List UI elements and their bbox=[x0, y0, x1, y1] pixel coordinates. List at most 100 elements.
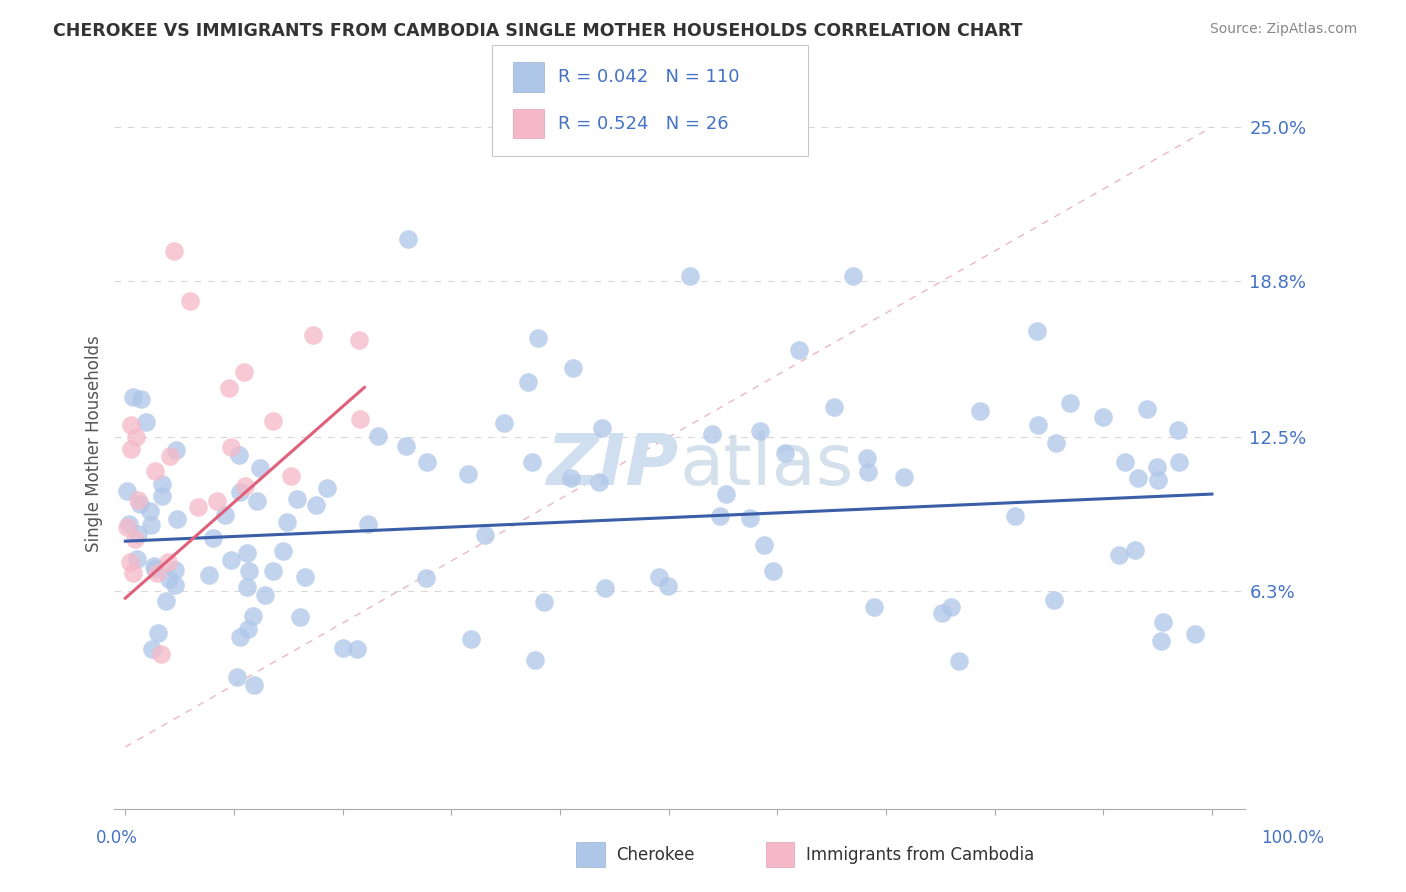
Point bbox=[749, 424, 772, 438]
Point bbox=[941, 600, 963, 615]
Point bbox=[415, 455, 437, 469]
Point bbox=[228, 448, 250, 462]
Point bbox=[229, 485, 252, 500]
Point bbox=[262, 564, 284, 578]
Point bbox=[823, 400, 845, 414]
Text: 100.0%: 100.0% bbox=[1261, 829, 1324, 847]
Point bbox=[253, 588, 276, 602]
Point bbox=[214, 508, 236, 522]
Point bbox=[863, 600, 886, 615]
Point bbox=[129, 392, 152, 407]
Point bbox=[115, 484, 138, 499]
Point bbox=[150, 648, 173, 662]
Point bbox=[285, 491, 308, 506]
Point bbox=[201, 531, 224, 545]
Point bbox=[157, 573, 180, 587]
Point bbox=[316, 481, 339, 495]
Point bbox=[238, 565, 260, 579]
Point bbox=[235, 479, 257, 493]
Point bbox=[457, 467, 479, 482]
Text: Source: ZipAtlas.com: Source: ZipAtlas.com bbox=[1209, 22, 1357, 37]
Point bbox=[165, 443, 187, 458]
Point bbox=[233, 365, 256, 379]
Point bbox=[1168, 455, 1191, 469]
Point bbox=[271, 543, 294, 558]
Point bbox=[415, 571, 437, 585]
Point bbox=[738, 511, 761, 525]
Point bbox=[219, 553, 242, 567]
Point bbox=[124, 532, 146, 546]
Point bbox=[1026, 417, 1049, 432]
Text: CHEROKEE VS IMMIGRANTS FROM CAMBODIA SINGLE MOTHER HOUSEHOLDS CORRELATION CHART: CHEROKEE VS IMMIGRANTS FROM CAMBODIA SIN… bbox=[53, 22, 1024, 40]
Point bbox=[120, 442, 142, 457]
Point bbox=[679, 268, 702, 283]
Point bbox=[238, 622, 260, 636]
Point bbox=[122, 566, 145, 580]
Point bbox=[842, 268, 865, 283]
Point bbox=[150, 477, 173, 491]
Point bbox=[125, 430, 148, 444]
Point bbox=[396, 232, 419, 246]
Point bbox=[716, 486, 738, 500]
Text: Cherokee: Cherokee bbox=[616, 846, 695, 863]
Point bbox=[163, 244, 186, 258]
Point bbox=[1150, 633, 1173, 648]
Point bbox=[229, 630, 252, 644]
Point bbox=[143, 562, 166, 576]
Point bbox=[290, 610, 312, 624]
Point bbox=[560, 471, 582, 485]
Point bbox=[121, 390, 143, 404]
Text: 0.0%: 0.0% bbox=[96, 829, 138, 847]
Point bbox=[142, 558, 165, 573]
Point bbox=[141, 642, 163, 657]
Point bbox=[276, 515, 298, 529]
Point bbox=[115, 520, 138, 534]
Text: R = 0.524   N = 26: R = 0.524 N = 26 bbox=[558, 114, 728, 133]
Point bbox=[367, 429, 389, 443]
Point bbox=[1152, 615, 1174, 630]
Point bbox=[1043, 593, 1066, 607]
Point bbox=[754, 538, 776, 552]
Point bbox=[1146, 473, 1168, 487]
Point bbox=[139, 517, 162, 532]
Point bbox=[1045, 436, 1067, 450]
Point bbox=[157, 555, 180, 569]
Point bbox=[533, 595, 555, 609]
Point bbox=[702, 426, 724, 441]
Point bbox=[305, 498, 328, 512]
Point bbox=[246, 494, 269, 508]
Point bbox=[1167, 423, 1189, 437]
Point bbox=[524, 653, 547, 667]
Point bbox=[118, 516, 141, 531]
Point bbox=[648, 570, 671, 584]
Point bbox=[236, 546, 259, 560]
Y-axis label: Single Mother Households: Single Mother Households bbox=[86, 334, 103, 551]
Point bbox=[1126, 471, 1149, 485]
Point bbox=[262, 414, 284, 428]
Point bbox=[474, 528, 496, 542]
Point bbox=[294, 570, 316, 584]
Point bbox=[517, 375, 540, 389]
Point bbox=[150, 489, 173, 503]
Point bbox=[709, 509, 731, 524]
Point bbox=[179, 293, 201, 308]
Point bbox=[243, 678, 266, 692]
Point bbox=[155, 594, 177, 608]
Point bbox=[1092, 410, 1115, 425]
Point bbox=[527, 331, 550, 345]
Point bbox=[1146, 460, 1168, 475]
Point bbox=[127, 527, 149, 541]
Point bbox=[773, 446, 796, 460]
Point bbox=[163, 563, 186, 577]
Point bbox=[346, 642, 368, 657]
Point bbox=[226, 669, 249, 683]
Point bbox=[135, 415, 157, 429]
Point bbox=[395, 439, 418, 453]
Point bbox=[120, 417, 142, 432]
Point bbox=[969, 404, 991, 418]
Point bbox=[347, 333, 370, 347]
Point bbox=[893, 470, 915, 484]
Point bbox=[125, 551, 148, 566]
Point bbox=[562, 361, 585, 376]
Point bbox=[146, 566, 169, 581]
